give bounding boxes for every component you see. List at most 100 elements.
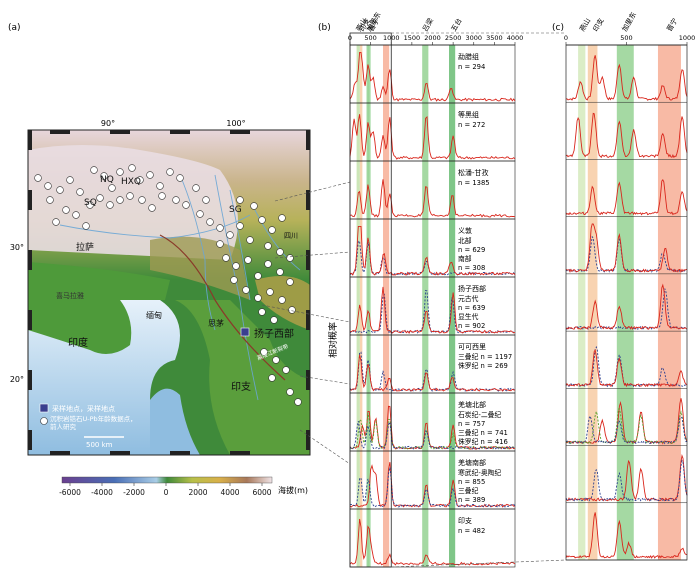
age-band (578, 45, 586, 560)
colorbar-label: 海拔(m) (278, 485, 308, 495)
sample-point (266, 288, 274, 296)
sample-point (126, 192, 134, 200)
sample-point (264, 242, 272, 250)
sample-point (250, 202, 258, 210)
x-tick-label: 3000 (465, 34, 482, 42)
panel-a-label: (a) (8, 23, 21, 33)
unit-line: 三叠纪 (458, 486, 479, 495)
unit-title: 羌塘南部 (458, 458, 486, 467)
map-legend: 采样地点，采样地点 沉积岩锆石U-Pb年龄数据点，前人研究 500 km (39, 403, 137, 449)
colorbar-tick: -2000 (123, 488, 145, 497)
sample-point (216, 224, 224, 232)
unit-line: 三叠纪 n = 1197 (458, 352, 512, 361)
unit-title: 羌塘北部 (458, 400, 486, 409)
sample-point (226, 231, 234, 239)
sample-point (286, 388, 294, 396)
x-tick-label: 3500 (486, 34, 503, 42)
density-curve (565, 512, 688, 559)
unit-line: n = 902 (458, 322, 485, 330)
place-sq: SQ (84, 198, 97, 208)
age-band (366, 45, 369, 567)
panel-b-chart: 0 500 1000 1500 2000 2500 3000 3500 4000燕山印支加里东晋… (348, 10, 523, 568)
legend-sampling-site: 采样地点，采样地点 (52, 404, 115, 413)
sample-point (158, 192, 166, 200)
panel-c-label: (c) (552, 23, 564, 33)
sample-point (260, 348, 268, 356)
unit-frame (349, 508, 516, 568)
zoom-box (349, 32, 392, 568)
unit-line: n = 482 (458, 527, 485, 535)
panel-c-chart: 0 500 1000 燕山 印支 加里东 晋宁 (564, 10, 696, 561)
unit-line: 寒武纪-奥陶纪 (458, 468, 501, 477)
sample-point (282, 366, 290, 374)
sample-point (244, 256, 252, 264)
unit-line: n = 294 (458, 63, 485, 71)
unit-line: n = 1385 (458, 179, 490, 187)
sample-point (148, 204, 156, 212)
sample-point (96, 194, 104, 202)
age-band (383, 45, 390, 567)
density-curve (349, 354, 516, 392)
unit-title: 印支 (458, 516, 472, 525)
scale-bar-label: 500 km (86, 441, 113, 449)
unit-line: n = 639 (458, 304, 485, 312)
sample-point (264, 260, 272, 268)
unit-frame (349, 218, 516, 278)
density-curve (349, 467, 516, 508)
sample-point (62, 206, 70, 214)
density-curve (565, 223, 688, 273)
event-label: 燕山 (577, 16, 592, 33)
density-curve (565, 283, 688, 331)
sample-point (44, 182, 52, 190)
sample-point (270, 316, 278, 324)
density-curve (349, 179, 516, 218)
age-band (422, 45, 429, 567)
density-curve (349, 114, 516, 160)
sample-point (136, 176, 144, 184)
place-simao: 思茅 (208, 318, 224, 328)
sample-point (236, 196, 244, 204)
x-tick-label: 1000 (679, 34, 696, 42)
sample-point (138, 196, 146, 204)
colorbar-tick: 0 (164, 488, 169, 497)
place-nq: NQ (100, 175, 114, 185)
colorbar-tick: 6000 (252, 488, 271, 497)
density-curve (350, 286, 516, 334)
map (28, 130, 310, 455)
sample-point (222, 254, 230, 262)
sample-point (106, 201, 114, 209)
place-sichuan: 四川 (284, 232, 298, 240)
unit-title: 松潘-甘孜 (458, 168, 489, 177)
sample-point (206, 218, 214, 226)
unit-line: n = 389 (458, 496, 485, 504)
sample-point (286, 278, 294, 286)
sample-point (172, 196, 180, 204)
unit-line: 南部 (458, 254, 472, 263)
unit-line: 三叠纪 n = 741 (458, 428, 508, 437)
unit-line: 北部 (458, 236, 472, 245)
unit-frame (349, 276, 516, 336)
unit-title: 扬子西部 (458, 284, 486, 293)
sample-point (66, 176, 74, 184)
sample-point (230, 276, 238, 284)
event-label: 印支 (591, 16, 606, 33)
sample-point (232, 262, 240, 270)
sample-point (166, 168, 174, 176)
sample-point (90, 166, 98, 174)
age-band (616, 45, 634, 560)
event-label: 五台 (449, 16, 464, 33)
sample-point (216, 240, 224, 248)
sample-point (56, 186, 64, 194)
sample-point (192, 184, 200, 192)
sample-point (196, 210, 204, 218)
age-band (359, 45, 363, 567)
density-curve (349, 51, 516, 102)
sample-point (82, 222, 90, 230)
lon-tick-90: 90° (101, 119, 115, 128)
place-myanmar: 缅甸 (146, 310, 162, 320)
x-tick-label: 500 (620, 34, 632, 42)
sample-point (46, 196, 54, 204)
sample-point (268, 226, 276, 234)
density-curve (565, 178, 688, 216)
